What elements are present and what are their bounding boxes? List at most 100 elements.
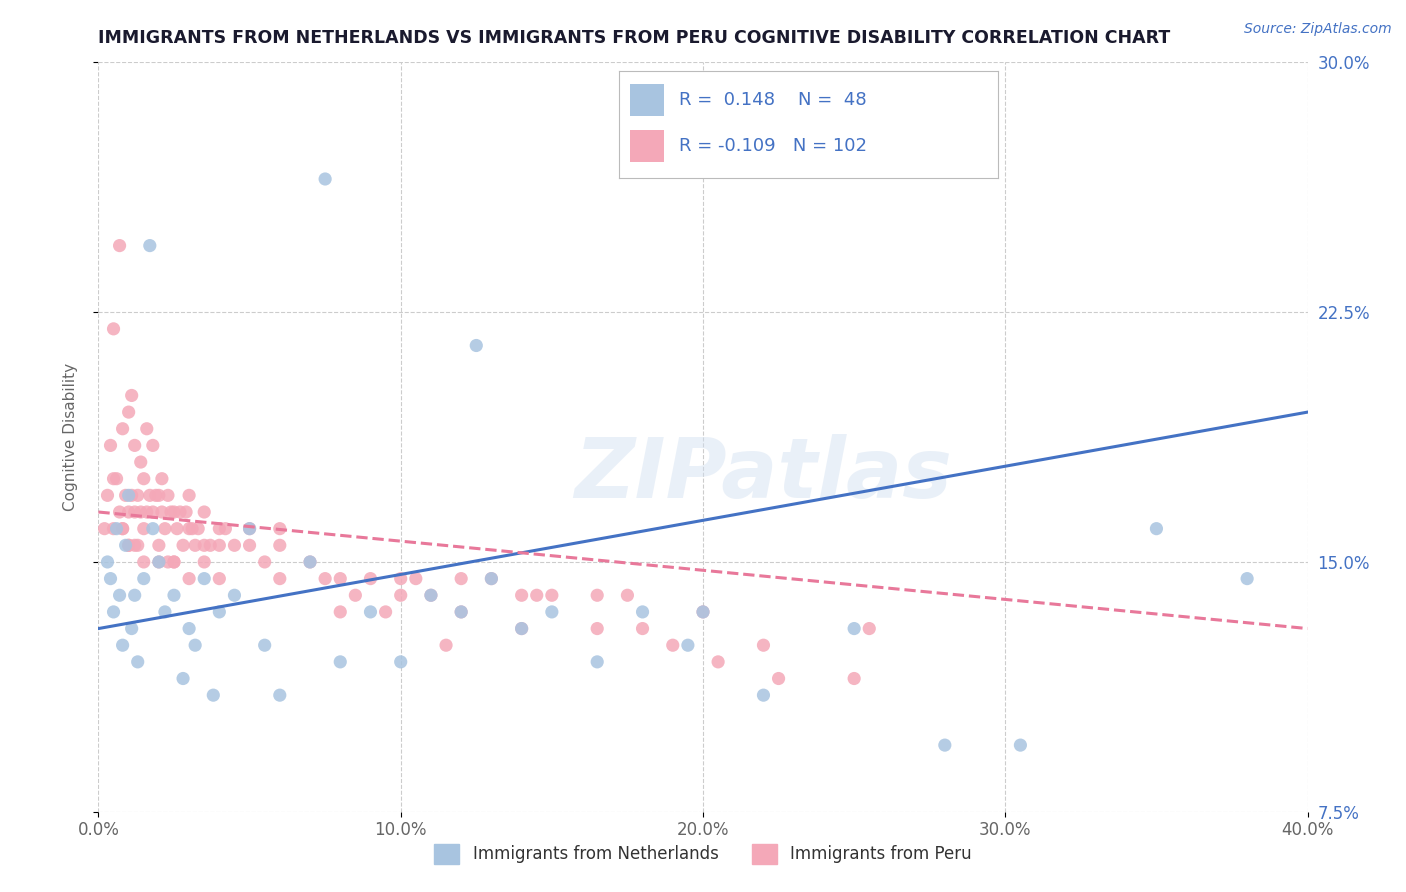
Point (153, 522, 176, 536)
Point (148, 555, 170, 569)
Point (526, 588, 548, 602)
Point (1146, 522, 1168, 536)
Point (142, 438, 165, 452)
Point (214, 522, 236, 536)
Point (586, 622, 609, 636)
Point (127, 538, 149, 552)
Point (631, 605, 654, 619)
Point (200, 538, 222, 552)
Point (269, 572, 291, 586)
Point (193, 572, 215, 586)
Point (269, 538, 291, 552)
Point (510, 622, 533, 636)
Point (124, 438, 146, 452)
Point (389, 572, 412, 586)
Point (193, 555, 215, 569)
Point (160, 505, 183, 519)
Point (100, 572, 122, 586)
Point (329, 572, 352, 586)
Point (631, 622, 654, 636)
Point (299, 555, 322, 569)
Point (208, 572, 231, 586)
Point (166, 522, 188, 536)
Point (586, 655, 609, 669)
Point (676, 638, 699, 652)
Point (450, 572, 472, 586)
Point (269, 688, 291, 702)
Point (163, 555, 186, 569)
Point (121, 488, 143, 502)
Point (1010, 738, 1032, 752)
Point (103, 322, 125, 336)
Point (752, 638, 775, 652)
Point (121, 388, 143, 402)
Point (692, 605, 714, 619)
Point (314, 172, 336, 186)
Text: ZIPatlas: ZIPatlas (575, 434, 952, 515)
Point (127, 488, 149, 502)
Point (202, 688, 225, 702)
Point (586, 588, 609, 602)
Point (111, 522, 134, 536)
Point (329, 655, 352, 669)
Point (208, 522, 231, 536)
Point (481, 572, 503, 586)
Point (150, 472, 173, 486)
Point (344, 588, 367, 602)
Point (181, 522, 204, 536)
Point (208, 605, 231, 619)
Point (299, 555, 322, 569)
Point (145, 488, 167, 502)
Point (768, 672, 790, 686)
Point (224, 538, 246, 552)
Y-axis label: Cognitive Disability: Cognitive Disability (63, 363, 77, 511)
Point (148, 555, 170, 569)
Point (111, 522, 134, 536)
Point (129, 455, 152, 469)
Point (184, 638, 207, 652)
Legend: Immigrants from Netherlands, Immigrants from Peru: Immigrants from Netherlands, Immigrants … (427, 838, 979, 871)
Bar (630, 130, 664, 162)
Point (100, 438, 122, 452)
Point (114, 488, 136, 502)
Point (193, 505, 215, 519)
Point (103, 472, 125, 486)
Point (661, 638, 683, 652)
Bar (630, 84, 664, 116)
Text: IMMIGRANTS FROM NETHERLANDS VS IMMIGRANTS FROM PERU COGNITIVE DISABILITY CORRELA: IMMIGRANTS FROM NETHERLANDS VS IMMIGRANT… (98, 29, 1171, 47)
Point (114, 538, 136, 552)
Point (108, 238, 131, 252)
Point (135, 422, 157, 436)
Point (187, 522, 209, 536)
Point (616, 588, 638, 602)
Point (481, 572, 503, 586)
Point (118, 405, 141, 419)
Point (434, 638, 457, 652)
Point (169, 505, 191, 519)
Point (1236, 572, 1258, 586)
Point (124, 505, 146, 519)
Point (510, 622, 533, 636)
Point (163, 505, 186, 519)
Point (111, 638, 134, 652)
Point (156, 555, 179, 569)
Point (148, 538, 170, 552)
Point (405, 572, 427, 586)
Point (179, 488, 201, 502)
Point (124, 538, 146, 552)
Point (132, 555, 155, 569)
Point (374, 605, 396, 619)
Point (752, 688, 775, 702)
Text: R = -0.109   N = 102: R = -0.109 N = 102 (679, 137, 868, 155)
Point (389, 655, 412, 669)
Point (510, 588, 533, 602)
Point (142, 505, 165, 519)
Point (163, 588, 186, 602)
Point (465, 338, 488, 352)
Point (135, 505, 157, 519)
Point (208, 538, 231, 552)
Point (132, 522, 155, 536)
Point (844, 672, 866, 686)
Point (105, 522, 128, 536)
Point (420, 588, 443, 602)
